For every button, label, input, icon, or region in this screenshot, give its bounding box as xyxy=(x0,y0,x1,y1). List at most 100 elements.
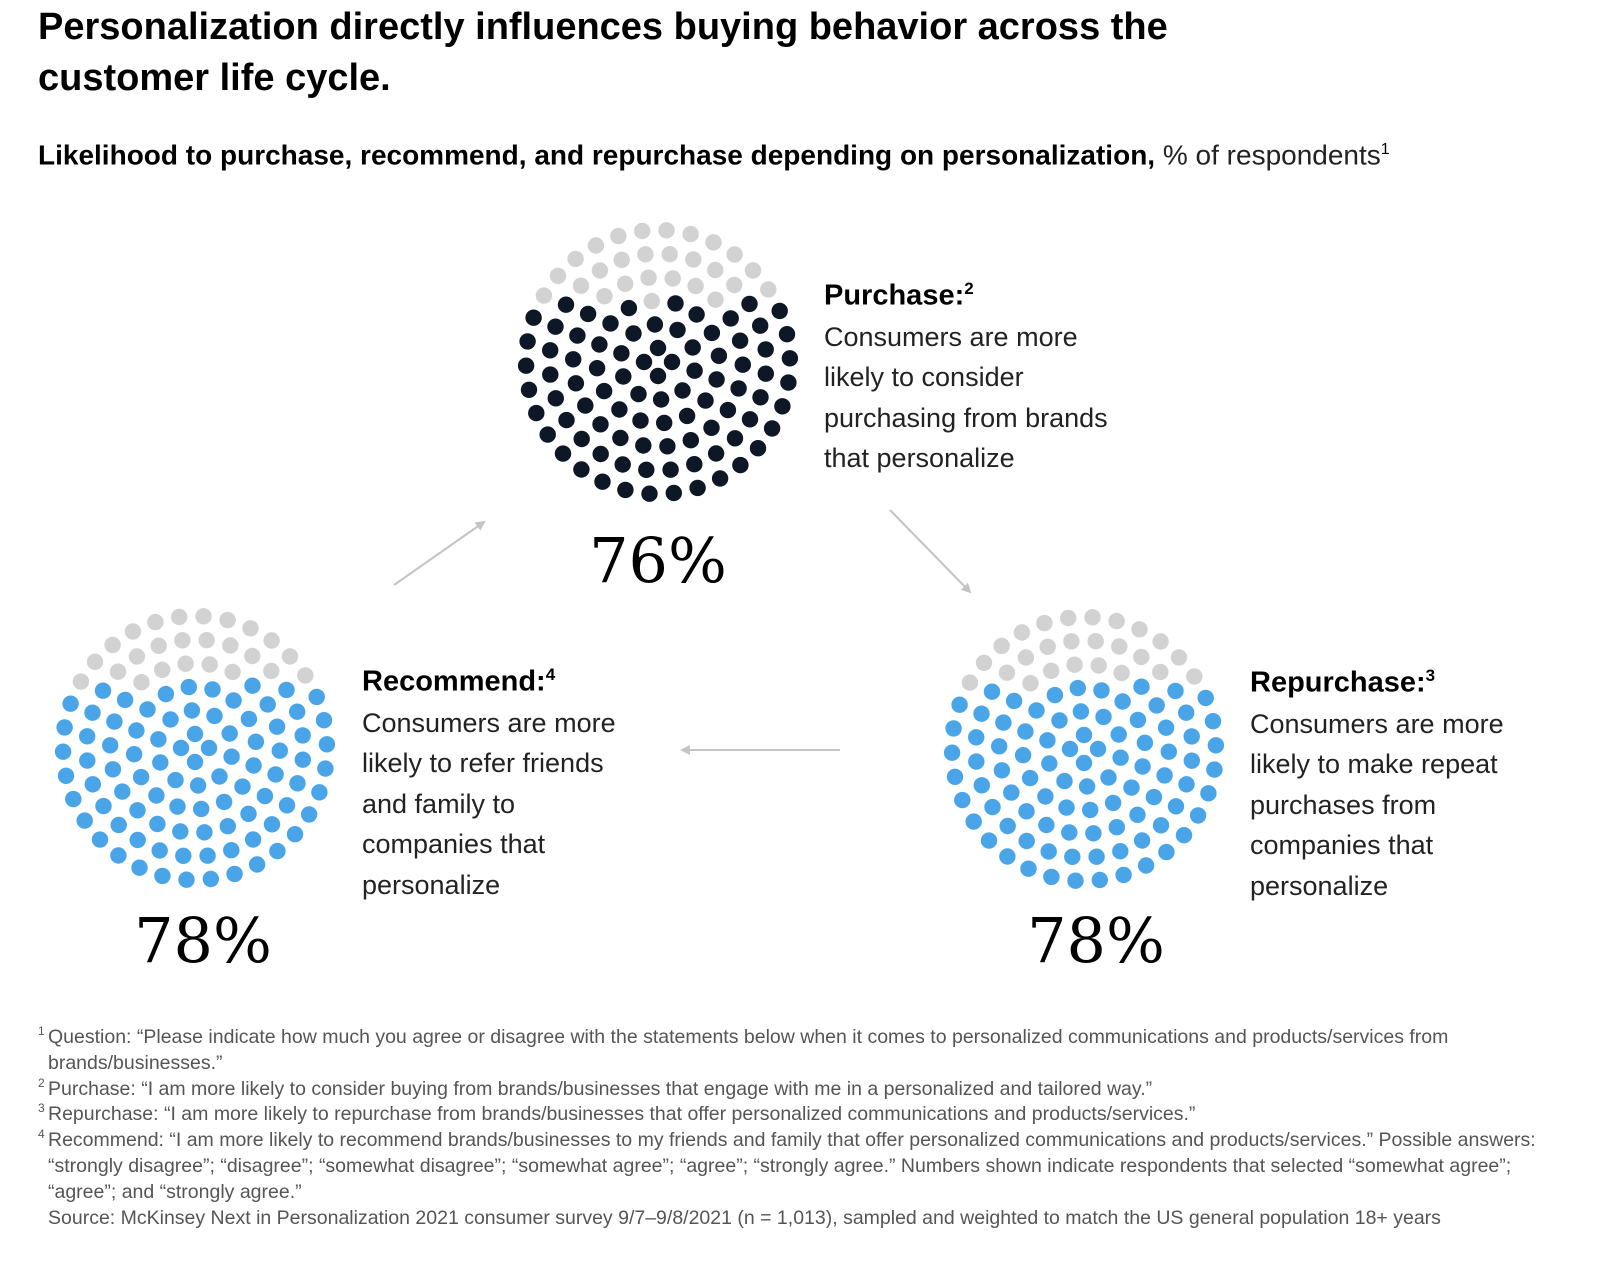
dot-repurchase-share xyxy=(1093,682,1110,699)
dot-repurchase-remainder xyxy=(1039,638,1056,655)
dot-repurchase-share xyxy=(945,720,962,737)
dot-recommend-share xyxy=(172,739,190,757)
subtitle-unit: % of respondents xyxy=(1162,139,1381,171)
dot-recommend-share xyxy=(317,760,334,777)
dot-recommend-share xyxy=(202,870,219,888)
dot-repurchase-share xyxy=(1137,857,1155,874)
dot-repurchase-remainder xyxy=(998,664,1016,681)
recommend-description: Recommend:4 Consumers are more likely to… xyxy=(362,654,652,905)
dot-repurchase-remainder xyxy=(1017,649,1035,666)
dot-repurchase-share xyxy=(1200,785,1217,802)
dot-repurchase-remainder xyxy=(1084,609,1101,626)
dot-repurchase-share xyxy=(1115,866,1132,884)
dot-recommend-share xyxy=(175,847,192,864)
dot-purchase-share xyxy=(774,398,791,415)
dot-recommend-share xyxy=(215,793,233,811)
dot-purchase-share xyxy=(565,351,582,368)
dot-repurchase-share xyxy=(1089,740,1107,758)
dot-repurchase-share xyxy=(1108,819,1126,836)
dot-purchase-remainder xyxy=(760,281,777,298)
dot-recommend-share xyxy=(102,737,119,754)
dot-purchase-share xyxy=(659,438,676,455)
dot-recommend-remainder xyxy=(297,667,314,684)
dot-recommend-remainder xyxy=(171,608,188,626)
dot-purchase-share xyxy=(547,390,564,407)
dot-repurchase-share xyxy=(1069,679,1087,697)
dot-repurchase-share xyxy=(1003,784,1020,801)
dot-purchase-share xyxy=(667,295,684,312)
dot-repurchase-share xyxy=(1156,767,1173,784)
dot-purchase-share xyxy=(771,302,788,320)
dot-purchase-share xyxy=(752,389,769,406)
dot-repurchase-share xyxy=(943,744,961,761)
dot-purchase-share xyxy=(703,324,721,342)
dot-recommend-share xyxy=(84,776,102,793)
dot-repurchase-remainder xyxy=(1133,648,1150,666)
dot-recommend-share xyxy=(106,713,123,730)
dot-repurchase-remainder xyxy=(975,654,993,671)
dot-repurchase-share xyxy=(1095,708,1112,726)
dot-recommend-remainder xyxy=(150,637,167,654)
dot-recommend-remainder xyxy=(109,663,127,680)
footnote-3: 3 Repurchase: “I am more likely to repurc… xyxy=(38,1101,1196,1126)
dot-purchase-share xyxy=(542,366,559,383)
dot-repurchase-share xyxy=(1056,772,1073,790)
dot-purchase-remainder xyxy=(549,267,567,284)
value-label-repurchase: 78% xyxy=(1027,904,1165,977)
dot-repurchase-share xyxy=(1133,832,1151,849)
footnotes: 1 Question: “Please indicate how much you… xyxy=(38,1024,1548,1231)
dot-recommend-share xyxy=(56,719,73,736)
dot-repurchase-share xyxy=(1136,734,1154,751)
dot-recommend-remainder xyxy=(128,648,146,665)
dot-recommend-share xyxy=(189,777,207,794)
dot-recommend-remainder xyxy=(242,620,259,637)
dot-repurchase-remainder xyxy=(1060,609,1077,627)
dot-purchase-remainder xyxy=(567,250,584,268)
dot-purchase-share xyxy=(719,401,737,419)
dot-repurchase-share xyxy=(1148,697,1165,714)
dot-purchase-share xyxy=(525,309,542,326)
dot-purchase-share xyxy=(734,356,751,373)
dot-repurchase-share xyxy=(1017,723,1034,740)
dot-purchase-share xyxy=(757,341,774,358)
dots-recommend xyxy=(54,608,336,888)
dot-purchase-share xyxy=(577,397,594,414)
dot-purchase-share xyxy=(635,353,653,371)
dot-recommend-remainder xyxy=(219,611,236,629)
dot-recommend-share xyxy=(286,826,304,843)
dot-purchase-share xyxy=(722,310,739,327)
dot-repurchase-share xyxy=(1021,769,1039,787)
source-note: Source: McKinsey Next in Personalization… xyxy=(48,1206,1441,1229)
dot-recommend-share xyxy=(244,677,261,694)
dot-purchase-share xyxy=(674,382,691,399)
dot-repurchase-share xyxy=(999,848,1016,865)
dot-recommend-remainder xyxy=(244,647,261,665)
dot-purchase-remainder xyxy=(707,291,724,308)
dot-purchase-share xyxy=(557,296,575,313)
dot-recommend-remainder xyxy=(263,662,280,680)
flow-arrows xyxy=(393,509,972,755)
dot-repurchase-share xyxy=(1175,827,1193,844)
dot-recommend-share xyxy=(57,767,75,784)
dot-recommend-share xyxy=(116,691,134,709)
dot-purchase-share xyxy=(617,481,634,499)
dot-purchase-share xyxy=(592,445,609,463)
dot-recommend-share xyxy=(240,805,257,822)
dot-recommend-share xyxy=(278,797,296,814)
dot-purchase-remainder xyxy=(634,222,651,240)
dot-purchase-remainder xyxy=(705,234,722,251)
dot-repurchase-share xyxy=(1158,843,1175,861)
dots-purchase xyxy=(517,222,799,502)
dot-purchase-remainder xyxy=(587,237,605,254)
dot-repurchase-share xyxy=(1058,799,1075,816)
dot-repurchase-share xyxy=(1206,761,1223,778)
dot-purchase-share xyxy=(567,375,585,392)
dot-recommend-share xyxy=(110,847,127,864)
dot-repurchase-share xyxy=(954,791,971,809)
dot-repurchase-share xyxy=(1110,726,1127,743)
dot-repurchase-share xyxy=(1207,737,1225,754)
dot-repurchase-share xyxy=(1020,860,1037,877)
dot-repurchase-share xyxy=(1014,747,1032,764)
dot-recommend-share xyxy=(132,768,150,786)
dot-repurchase-remainder xyxy=(1152,633,1169,650)
